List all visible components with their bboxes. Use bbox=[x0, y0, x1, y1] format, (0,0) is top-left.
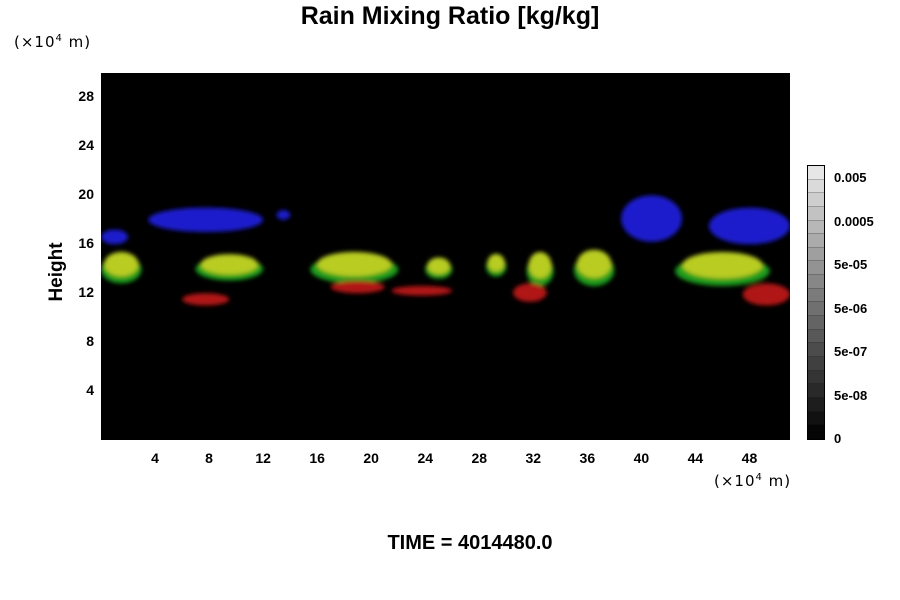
colorbar-step bbox=[808, 179, 824, 194]
rain-feature-middle bbox=[200, 254, 259, 275]
rain-feature-middle bbox=[316, 251, 392, 277]
y-tick-label: 8 bbox=[86, 333, 94, 350]
x-tick-label: 24 bbox=[417, 450, 434, 466]
x-tick-label: 36 bbox=[579, 450, 596, 466]
colorbar-step bbox=[808, 384, 824, 398]
colorbar-label: 0.005 bbox=[834, 170, 867, 185]
colorbar-step bbox=[808, 425, 824, 439]
colorbar-step bbox=[808, 397, 824, 412]
x-unit-exponent: 4 bbox=[755, 472, 763, 483]
colorbar-step bbox=[808, 247, 824, 262]
x-tick-label: 48 bbox=[741, 450, 758, 466]
colorbar-step bbox=[808, 166, 824, 180]
colorbar bbox=[807, 165, 825, 440]
colorbar-step bbox=[808, 370, 824, 385]
rain-feature-middle bbox=[487, 253, 505, 272]
colorbar-label: 5e-07 bbox=[834, 344, 868, 359]
x-tick-label: 12 bbox=[255, 450, 271, 466]
x-tick-label: 28 bbox=[471, 450, 488, 466]
rain-feature-middle bbox=[576, 249, 612, 279]
y-tick-label: 24 bbox=[78, 137, 94, 154]
y-tick-label: 4 bbox=[86, 382, 94, 399]
rain-feature-upper bbox=[276, 210, 291, 220]
y-axis-unit: (×104 m) bbox=[14, 33, 91, 51]
colorbar-step bbox=[808, 411, 824, 426]
colorbar-step bbox=[808, 193, 824, 207]
rain-feature-lower bbox=[391, 285, 453, 296]
colorbar-step bbox=[808, 234, 824, 248]
rain-feature-upper bbox=[708, 207, 790, 245]
x-unit-prefix: (×10 bbox=[714, 472, 756, 490]
x-tick-label: 44 bbox=[687, 450, 704, 466]
rain-feature-middle bbox=[104, 251, 139, 277]
colorbar-step bbox=[808, 329, 824, 344]
x-tick-label: 8 bbox=[205, 450, 213, 466]
y-tick-label: 20 bbox=[78, 186, 94, 203]
rain-feature-lower bbox=[742, 283, 790, 306]
colorbar-step bbox=[808, 206, 824, 221]
y-tick-label: 28 bbox=[78, 88, 94, 105]
rain-feature-upper bbox=[101, 229, 129, 245]
rain-feature-upper bbox=[621, 195, 682, 242]
colorbar-label: 5e-08 bbox=[834, 387, 868, 403]
x-tick-label: 16 bbox=[309, 450, 325, 466]
x-tick-label: 20 bbox=[363, 450, 379, 466]
rain-feature-lower bbox=[513, 283, 547, 302]
rain-feature-middle bbox=[682, 252, 763, 279]
x-tick-label: 4 bbox=[151, 450, 159, 466]
colorbar-step bbox=[808, 316, 824, 330]
x-tick-label: 40 bbox=[633, 450, 650, 466]
rain-feature-middle bbox=[427, 257, 451, 275]
time-label: TIME = 4014480.0 bbox=[387, 532, 553, 554]
colorbar-step bbox=[808, 343, 824, 357]
colorbar-label: 0.0005 bbox=[834, 213, 874, 229]
colorbar-label: 5e-06 bbox=[834, 300, 868, 316]
rain-feature-middle bbox=[528, 252, 552, 279]
y-tick-label: 12 bbox=[78, 284, 94, 301]
plot-area bbox=[101, 73, 790, 440]
colorbar-step bbox=[808, 220, 824, 235]
rain-feature-lower bbox=[330, 280, 385, 294]
chart-title: Rain Mixing Ratio [kg/kg] bbox=[300, 2, 600, 30]
colorbar-step bbox=[808, 261, 824, 276]
y-unit-exponent: 4 bbox=[55, 33, 63, 44]
y-tick-label: 16 bbox=[78, 235, 94, 252]
y-unit-suffix: m) bbox=[62, 33, 92, 51]
colorbar-step bbox=[808, 288, 824, 303]
colorbar-step bbox=[808, 356, 824, 371]
plot-background bbox=[101, 73, 790, 440]
colorbar-step bbox=[808, 275, 824, 289]
colorbar-label: 5e-05 bbox=[834, 257, 868, 272]
data-features bbox=[101, 195, 790, 306]
y-unit-prefix: (×10 bbox=[14, 33, 56, 51]
colorbar-step bbox=[808, 302, 824, 317]
x-axis-unit: (×104 m) bbox=[714, 472, 791, 490]
x-tick-label: 32 bbox=[525, 450, 542, 466]
rain-feature-upper bbox=[148, 207, 264, 233]
x-unit-suffix: m) bbox=[762, 472, 792, 490]
rain-feature-lower bbox=[182, 293, 230, 306]
colorbar-label: 0 bbox=[834, 431, 842, 446]
